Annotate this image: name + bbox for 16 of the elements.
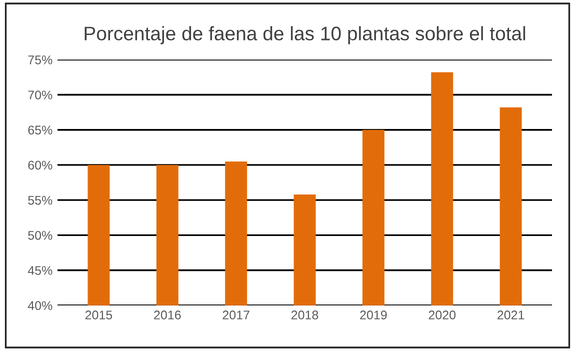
y-tick-label: 75%: [28, 56, 52, 64]
x-tick-label: 2016: [154, 310, 181, 320]
x-tick-label: 2019: [360, 310, 387, 320]
y-tick-label: 60%: [28, 160, 52, 170]
x-tick-label: 2020: [428, 310, 456, 320]
y-tick-label: 40%: [28, 301, 52, 310]
x-tick-label: 2021: [498, 310, 524, 320]
y-tick-label: 50%: [28, 230, 52, 240]
x-tick-label: 2018: [291, 310, 318, 320]
y-tick-label: 65%: [28, 126, 52, 135]
x-tick-label: 2015: [85, 310, 112, 320]
x-tick-label: 2017: [222, 310, 250, 320]
y-tick-label: 45%: [28, 266, 52, 275]
y-tick-label: 55%: [28, 196, 52, 205]
y-tick-label: 70%: [28, 90, 52, 100]
chart-title: Porcentaje de faena de las 10 plantas sobre el total: [84, 26, 526, 44]
